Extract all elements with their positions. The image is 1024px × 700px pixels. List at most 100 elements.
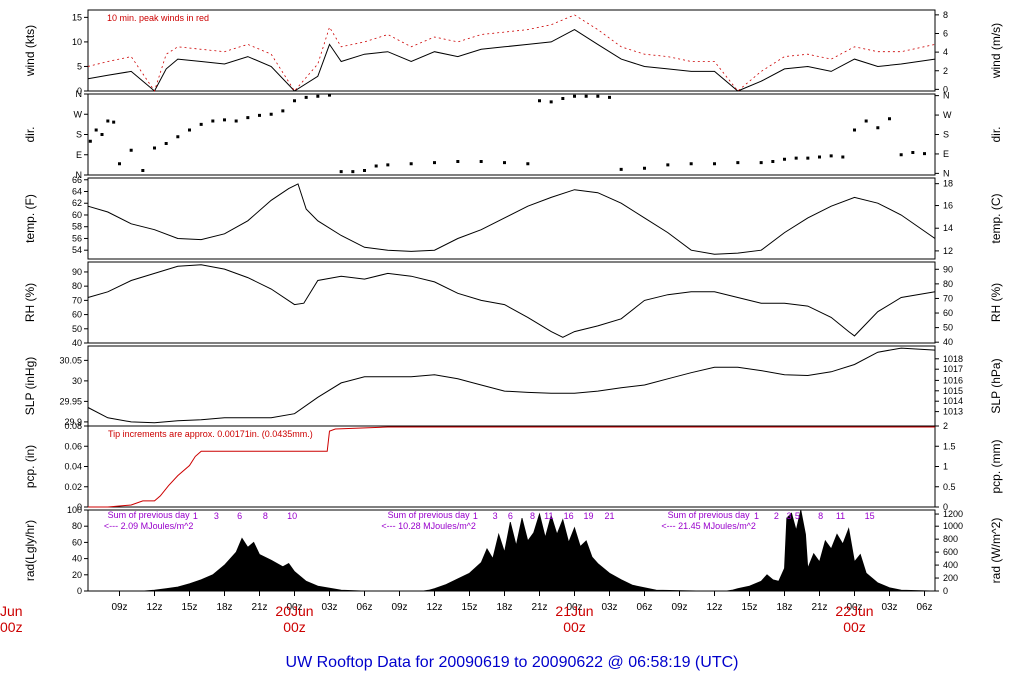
direction-point (783, 157, 786, 161)
radiation-sum-value: <--- 10.28 MJoules/m^2 (381, 521, 476, 531)
direction-point (841, 155, 845, 159)
direction-point (199, 122, 203, 126)
direction-point (689, 162, 693, 166)
right-tick-label: 1.5 (943, 441, 956, 451)
radiation-hour-label: 1 (754, 511, 759, 521)
radiation-hour-label: 11 (544, 511, 553, 521)
left-tick-label: 40 (72, 338, 82, 348)
direction-point (328, 93, 331, 97)
left-tick-label: 64 (72, 187, 82, 197)
x-tick-label: 09z (391, 602, 407, 613)
right-tick-label: S (943, 130, 949, 140)
direction-point (281, 109, 285, 113)
radiation-hour-label: 1 (193, 511, 198, 521)
direction-point (503, 161, 506, 165)
left-tick-label: N (76, 170, 83, 180)
right-tick-label: N (943, 168, 950, 178)
left-tick-label: 15 (72, 12, 82, 22)
radiation-sum-label: Sum of previous day (108, 510, 191, 520)
direction-point (269, 112, 273, 116)
right-tick-label: N (943, 91, 950, 101)
day-marker-time: 00z (563, 619, 586, 635)
right-axis-label: rad (W/m^2) (989, 518, 1003, 584)
left-tick-label: 66 (72, 175, 82, 185)
right-tick-label: 60 (943, 308, 953, 318)
left-tick-label: 56 (72, 233, 82, 243)
x-tick-label: 18z (776, 602, 792, 613)
left-tick-label: 0.02 (64, 482, 82, 492)
direction-point (771, 160, 775, 163)
radiation-hour-label: 1 (473, 511, 478, 521)
radiation-hour-label: 15 (865, 511, 875, 521)
direction-point (794, 156, 798, 160)
radiation-hour-label: 2 (774, 511, 779, 521)
right-tick-label: 1017 (943, 364, 963, 374)
direction-point (596, 94, 600, 98)
radiation-hour-label: 19 (583, 511, 593, 521)
direction-point (561, 97, 565, 100)
x-tick-label: 06z (636, 602, 652, 613)
left-tick-label: 54 (72, 245, 82, 255)
right-tick-label: 0.5 (943, 482, 956, 492)
time-axis: 09z 12z 15z 18z 21z 00z 03z 06z 09z 12z 15z 18z 21z 0… (0, 591, 933, 635)
right-tick-label: 70 (943, 293, 953, 303)
direction-point (293, 99, 296, 103)
radiation-hour-label: 11 (836, 511, 845, 521)
panel-rh: RH (%) RH (%) 40 50 60 70 80 90 40 50 60 70 80 90 (23, 261, 1003, 348)
radiation-hour-label: 3 (214, 511, 219, 521)
right-tick-label: 2 (943, 421, 948, 431)
direction-point (666, 163, 670, 167)
left-tick-label: 58 (72, 222, 82, 232)
left-tick-label: 20 (72, 570, 82, 580)
direction-point (526, 162, 530, 166)
radiation-hour-label: 6 (237, 511, 242, 521)
panel-rad: rad(Lgly/hr) rad (W/m^2)02040608010002004… (23, 505, 1003, 596)
x-tick-label: 21z (251, 602, 267, 613)
left-tick-label: 60 (72, 537, 82, 547)
right-axis-label: dir. (989, 126, 1003, 142)
left-tick-label: 50 (72, 324, 82, 334)
direction-point (549, 100, 553, 104)
left-axis-label: RH (%) (23, 283, 37, 322)
left-tick-label: 0.06 (64, 441, 82, 451)
panel-slp: SLP (inHg) SLP (hPa)29.929.953030.0510131… (23, 345, 1003, 427)
day-marker-date: 21Jun (555, 603, 593, 619)
direction-point (258, 113, 261, 117)
direction-point (806, 156, 810, 160)
left-tick-label: N (76, 89, 83, 99)
direction-point (876, 126, 880, 130)
left-axis-label: rad(Lgly/hr) (23, 520, 37, 581)
left-tick-label: 80 (72, 281, 82, 291)
right-tick-label: 14 (943, 223, 953, 233)
panel-frame (87, 177, 936, 260)
direction-point (153, 146, 156, 150)
direction-point (223, 118, 226, 122)
direction-point (316, 94, 320, 98)
x-tick-label: 09z (111, 602, 127, 613)
x-tick-label: 06z (916, 602, 932, 613)
right-tick-label: 1018 (943, 354, 963, 364)
x-tick-label: 12z (706, 602, 722, 613)
direction-point (351, 170, 355, 174)
panel-frame (87, 345, 936, 427)
direction-point (853, 128, 856, 132)
x-tick-label: 21z (531, 602, 547, 613)
right-axis-label: wind (m/s) (989, 23, 1003, 79)
direction-point (234, 119, 238, 123)
radiation-hour-label: 8 (530, 511, 535, 521)
right-tick-label: 400 (943, 560, 958, 570)
left-tick-label: 29.95 (59, 396, 82, 406)
left-tick-label: W (74, 109, 83, 119)
direction-point (88, 139, 92, 143)
direction-point (112, 120, 116, 124)
left-axis-label: wind (kts) (23, 25, 37, 77)
x-tick-label: 03z (881, 602, 897, 613)
radiation-hour-label: 8 (263, 511, 268, 521)
direction-point (759, 161, 763, 165)
left-tick-label: 0 (77, 86, 82, 96)
x-tick-label: 03z (601, 602, 617, 613)
direction-point (619, 167, 623, 171)
